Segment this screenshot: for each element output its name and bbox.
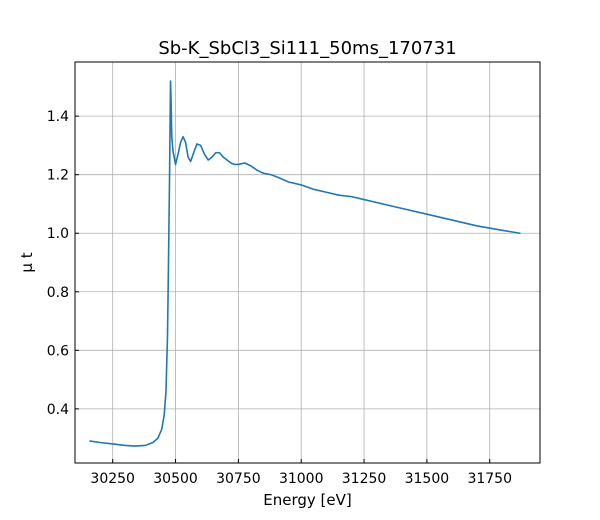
series-layer: [89, 80, 521, 447]
grid: [75, 62, 540, 463]
y-tick-label: 0.8: [47, 285, 69, 301]
plot-frame: [74, 61, 541, 464]
y-tick-label: 1.4: [47, 109, 69, 125]
x-tick-label: 31000: [279, 471, 324, 487]
y-tick-label: 0.4: [47, 402, 69, 418]
x-tick-label: 31500: [405, 471, 450, 487]
ticks: 30250 30500 30750 31000 31250 31500 31750 0.4 0.…: [47, 109, 512, 487]
y-axis-label: μ t: [18, 252, 36, 272]
y-tick-label: 1.0: [47, 226, 69, 242]
x-tick-label: 30750: [216, 471, 261, 487]
x-tick-label: 31250: [342, 471, 387, 487]
series-line: [89, 80, 521, 447]
x-axis-label: Energy [eV]: [263, 491, 351, 509]
x-tick-label: 30250: [90, 471, 135, 487]
chart-title: Sb-K_SbCl3_Si111_50ms_170731: [158, 38, 456, 59]
x-tick-label: 31750: [467, 471, 512, 487]
y-tick-label: 0.6: [47, 343, 69, 359]
y-tick-label: 1.2: [47, 168, 69, 184]
x-tick-label: 30500: [153, 471, 198, 487]
